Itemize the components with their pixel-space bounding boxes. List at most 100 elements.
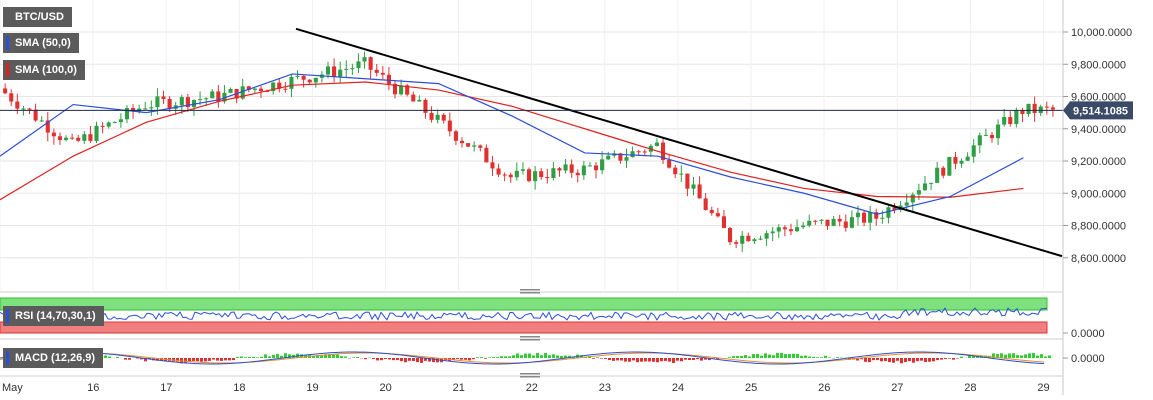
candle-body bbox=[642, 151, 647, 153]
macd-histogram-bar bbox=[748, 356, 751, 358]
candle-body bbox=[277, 82, 282, 89]
resize-handle[interactable] bbox=[520, 339, 540, 341]
candle-body bbox=[660, 142, 666, 160]
macd-histogram-bar bbox=[928, 358, 931, 362]
macd-histogram-bar bbox=[156, 358, 159, 361]
candle-body bbox=[112, 122, 117, 124]
candle-body bbox=[685, 173, 690, 189]
macd-histogram-bar bbox=[424, 358, 427, 361]
macd-histogram-bar bbox=[396, 358, 399, 361]
candle-body bbox=[240, 86, 245, 99]
macd-histogram-bar bbox=[864, 358, 867, 362]
x-tick-label: 25 bbox=[745, 382, 757, 394]
resize-handle[interactable] bbox=[520, 336, 540, 338]
sma50-swatch bbox=[6, 36, 9, 50]
macd-histogram-bar bbox=[932, 358, 935, 362]
macd-histogram-bar bbox=[568, 355, 571, 358]
sma100-label[interactable]: SMA (100,0) bbox=[3, 60, 85, 80]
macd-histogram-bar bbox=[452, 358, 455, 361]
rsi-line bbox=[0, 307, 1048, 321]
candle-body bbox=[539, 171, 544, 178]
macd-histogram-bar bbox=[468, 358, 471, 361]
macd-histogram-bar bbox=[1020, 355, 1023, 358]
candle-body bbox=[837, 218, 842, 222]
candle-body bbox=[9, 93, 14, 102]
macd-histogram-bar bbox=[328, 353, 331, 358]
candle-body bbox=[100, 125, 105, 127]
candle-body bbox=[51, 132, 56, 137]
macd-histogram-bar bbox=[916, 358, 919, 362]
macd-histogram-bar bbox=[260, 356, 263, 358]
macd-histogram-bar bbox=[836, 357, 839, 358]
macd-histogram-bar bbox=[552, 354, 555, 358]
candle-body bbox=[801, 225, 806, 228]
rsi-overbought-zone bbox=[0, 297, 1048, 311]
macd-histogram-bar bbox=[1032, 352, 1035, 358]
x-tick-label: 16 bbox=[87, 382, 99, 394]
resize-handle[interactable] bbox=[520, 376, 540, 378]
candle-body bbox=[64, 137, 69, 140]
macd-histogram-bar bbox=[300, 354, 303, 358]
candle-body bbox=[831, 218, 836, 226]
sma50-label[interactable]: SMA (50,0) bbox=[3, 33, 79, 53]
x-tick-label: 20 bbox=[380, 382, 392, 394]
macd-histogram-bar bbox=[784, 354, 787, 358]
candle-body bbox=[703, 198, 708, 210]
symbol-label-text: BTC/USD bbox=[15, 11, 64, 23]
macd-histogram-bar bbox=[856, 358, 859, 361]
macd-histogram-bar bbox=[340, 356, 343, 358]
macd-histogram-bar bbox=[184, 358, 187, 363]
candle-body bbox=[313, 77, 318, 83]
candle-body bbox=[520, 169, 525, 171]
macd-histogram-bar bbox=[384, 358, 387, 360]
candle-body bbox=[185, 97, 190, 108]
candle-body bbox=[228, 89, 233, 93]
candle-body bbox=[892, 207, 897, 211]
macd-histogram-bar bbox=[960, 356, 963, 358]
macd-pane: 0.0000 bbox=[0, 351, 1105, 365]
macd-histogram-bar bbox=[404, 358, 407, 363]
macd-histogram-bar bbox=[128, 358, 131, 360]
candle-body bbox=[399, 85, 404, 95]
macd-histogram-bar bbox=[108, 356, 111, 358]
candle-body bbox=[88, 134, 93, 141]
macd-histogram-bar bbox=[400, 358, 403, 362]
candle-body bbox=[533, 171, 538, 182]
macd-histogram-bar bbox=[900, 358, 903, 364]
macd-histogram-bar bbox=[744, 355, 747, 358]
x-tick-label: 18 bbox=[233, 382, 245, 394]
symbol-label[interactable]: BTC/USD bbox=[3, 7, 72, 27]
macd-histogram-bar bbox=[892, 358, 895, 363]
resize-handle[interactable] bbox=[520, 289, 540, 291]
candle-body bbox=[106, 122, 111, 127]
rsi-oversold-zone bbox=[0, 321, 1048, 334]
macd-histogram-bar bbox=[220, 358, 223, 361]
candle-body bbox=[575, 172, 580, 176]
macd-histogram-bar bbox=[324, 354, 327, 358]
macd-histogram-bar bbox=[888, 358, 891, 363]
candle-body bbox=[39, 120, 44, 122]
rsi-label[interactable]: RSI (14,70,30,1) bbox=[3, 306, 104, 326]
resize-handle[interactable] bbox=[520, 373, 540, 375]
macd-histogram-bar bbox=[596, 357, 599, 358]
candle-body bbox=[746, 235, 751, 242]
candle-body bbox=[1038, 106, 1043, 114]
candle-body bbox=[874, 212, 879, 219]
macd-histogram-bar bbox=[808, 356, 811, 358]
candle-body bbox=[1002, 117, 1007, 125]
pane-resize-handles[interactable] bbox=[0, 289, 1063, 378]
candle-body bbox=[849, 217, 854, 228]
resize-handle[interactable] bbox=[520, 292, 540, 294]
macd-histogram-bar bbox=[976, 355, 979, 358]
candle-body bbox=[1044, 106, 1049, 108]
candle-body bbox=[484, 147, 489, 163]
macd-label[interactable]: MACD (12,26,9) bbox=[3, 348, 104, 368]
candle-body bbox=[788, 229, 794, 232]
macd-histogram-bar bbox=[728, 357, 731, 358]
candle-body bbox=[514, 170, 519, 178]
rsi-axis-label: 0.0000 bbox=[1071, 328, 1105, 340]
macd-histogram-bar bbox=[764, 353, 767, 358]
candle-body bbox=[825, 219, 830, 226]
macd-histogram-bar bbox=[540, 355, 543, 358]
